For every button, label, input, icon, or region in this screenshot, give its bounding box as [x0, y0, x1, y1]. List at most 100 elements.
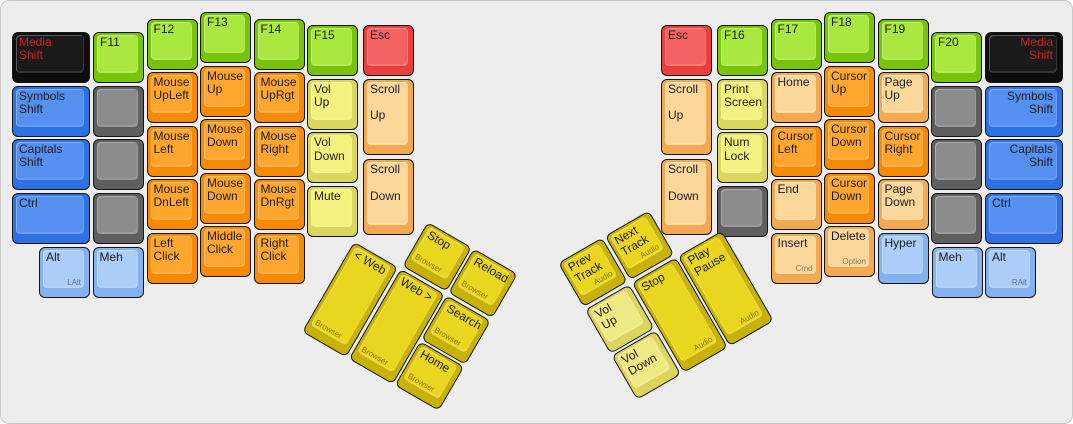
key-cursor-right[interactable]: Cursor Right	[877, 125, 929, 177]
keycap-face: Reload Browser	[456, 253, 511, 307]
key-blank-left-1[interactable]	[93, 85, 144, 137]
key-alt-right[interactable]: Alt RAlt	[985, 247, 1036, 298]
key-sublabel: Audio	[738, 308, 761, 327]
key-mouse-upleft[interactable]: Mouse UpLeft	[146, 72, 198, 124]
keycap-face: Vol Down	[311, 135, 352, 174]
key-cursor-down[interactable]: Cursor Down	[824, 119, 875, 170]
keycap-face: Media Shift	[16, 35, 84, 73]
keycap-face: Mouse UpRgt	[257, 75, 299, 114]
key-label: Symbols Shift	[1006, 88, 1053, 116]
key-label: Media Shift	[19, 35, 52, 63]
key-mouse-left[interactable]: Mouse Left	[146, 125, 198, 177]
key-f11[interactable]: F11	[93, 32, 144, 83]
key-label: Meh	[99, 250, 123, 264]
key-blank-left-2[interactable]	[93, 139, 144, 190]
key-mouse-down[interactable]: Mouse Down	[200, 119, 251, 170]
key-blank-right-1[interactable]	[717, 185, 768, 237]
key-label: Alt	[992, 250, 1007, 264]
key-symbols-shift-left[interactable]: Symbols Shift	[12, 85, 90, 137]
key-capitals-shift-right[interactable]: Capitals Shift	[985, 139, 1063, 190]
key-cursor-left[interactable]: Cursor Left	[770, 125, 822, 177]
keycap-face: Next Track Audio	[609, 216, 664, 270]
key-ctrl-left[interactable]: Ctrl	[12, 192, 90, 244]
keycap-face: Print Screen	[721, 81, 762, 120]
keycap-face	[97, 195, 138, 234]
keycap-face: Meh	[935, 250, 977, 288]
key-cursor-down-2[interactable]: Cursor Down	[824, 172, 875, 224]
key-hyper[interactable]: Hyper	[877, 232, 929, 284]
key-label: Mouse DnLeft	[153, 182, 190, 210]
key-insert[interactable]: Insert Cmd	[770, 232, 822, 284]
key-f14[interactable]: F14	[253, 18, 305, 70]
key-scroll-up-left[interactable]: Scroll Up	[363, 78, 414, 155]
key-f13[interactable]: F13	[200, 12, 251, 63]
key-label: Mute	[314, 188, 341, 203]
keycap-face: Mouse Up	[204, 68, 245, 107]
keycap-face: F20	[935, 35, 976, 73]
keycap-face	[97, 142, 138, 180]
key-page-down[interactable]: Page Down	[877, 179, 929, 231]
key-meh-right[interactable]: Meh	[931, 247, 983, 298]
key-mouse-dnleft[interactable]: Mouse DnLeft	[146, 179, 198, 231]
key-mouse-dnrgt[interactable]: Mouse DnRgt	[253, 179, 305, 231]
keycap-face: Meh	[96, 250, 138, 288]
key-print-screen[interactable]: Print Screen	[717, 78, 768, 130]
key-esc-left[interactable]: Esc	[363, 25, 414, 77]
key-label: Stop	[424, 227, 454, 253]
key-mute[interactable]: Mute	[307, 185, 358, 237]
key-middle-click[interactable]: Middle Click	[200, 226, 251, 277]
key-end[interactable]: End	[770, 179, 822, 231]
key-esc-right[interactable]: Esc	[661, 25, 712, 77]
key-symbols-shift-right[interactable]: Symbols Shift	[985, 85, 1063, 137]
key-f17[interactable]: F17	[770, 18, 822, 70]
key-vol-down-left[interactable]: Vol Down	[307, 132, 358, 184]
keycap-face: Scroll Down	[367, 162, 408, 226]
key-f16[interactable]: F16	[717, 25, 768, 77]
key-left-click[interactable]: Left Click	[146, 232, 198, 284]
key-scroll-up-right[interactable]: Scroll Up	[661, 78, 712, 155]
key-label: Ctrl	[19, 195, 38, 210]
key-mouse-down-2[interactable]: Mouse Down	[200, 172, 251, 224]
key-capitals-shift-left[interactable]: Capitals Shift	[12, 139, 90, 190]
key-mouse-up[interactable]: Mouse Up	[200, 65, 251, 117]
key-scroll-down-left[interactable]: Scroll Down	[363, 159, 414, 236]
keycap-face: Mouse Down	[204, 175, 245, 214]
key-f15[interactable]: F15	[307, 25, 358, 77]
key-page-up[interactable]: Page Up	[877, 72, 929, 124]
key-cursor-up[interactable]: Cursor Up	[824, 65, 875, 117]
key-label: F20	[938, 35, 959, 49]
key-blank-left-3[interactable]	[93, 192, 144, 244]
key-blank-right-3[interactable]	[931, 139, 982, 190]
key-home-right[interactable]: Home	[770, 72, 822, 124]
keycap-face: Mouse Left	[150, 128, 192, 167]
key-scroll-down-right[interactable]: Scroll Down	[661, 159, 712, 236]
key-label: F17	[777, 21, 799, 36]
key-label: Scroll Up	[668, 81, 699, 123]
key-media-shift-left[interactable]: Media Shift	[12, 32, 90, 83]
key-label: Meh	[938, 250, 962, 264]
key-label: F14	[260, 21, 282, 36]
key-ctrl-right[interactable]: Ctrl	[985, 192, 1063, 244]
key-mouse-right[interactable]: Mouse Right	[253, 125, 305, 177]
key-blank-right-4[interactable]	[931, 192, 982, 244]
key-label: Mouse Down	[207, 175, 244, 203]
key-f12[interactable]: F12	[146, 18, 198, 70]
key-right-click[interactable]: Right Click	[253, 232, 305, 284]
key-f18[interactable]: F18	[824, 12, 875, 63]
key-mouse-uprgt[interactable]: Mouse UpRgt	[253, 72, 305, 124]
key-num-lock[interactable]: Num Lock	[717, 132, 768, 184]
key-f19[interactable]: F19	[877, 18, 929, 70]
key-f20[interactable]: F20	[931, 32, 982, 83]
key-vol-up-left[interactable]: Vol Up	[307, 78, 358, 130]
keycap-face: Home	[774, 75, 816, 114]
key-blank-right-2[interactable]	[931, 85, 982, 137]
key-delete[interactable]: Delete Option	[824, 226, 875, 277]
key-label: Media Shift	[1020, 35, 1053, 63]
keycap-face: Mouse UpLeft	[150, 75, 192, 114]
key-meh-left[interactable]: Meh	[92, 247, 144, 298]
key-media-shift-right[interactable]: Media Shift	[985, 32, 1063, 83]
keycap-face: F16	[721, 28, 762, 67]
key-label: F15	[314, 28, 335, 43]
key-alt-left[interactable]: Alt LAlt	[39, 247, 90, 298]
keycap-face	[721, 188, 762, 227]
